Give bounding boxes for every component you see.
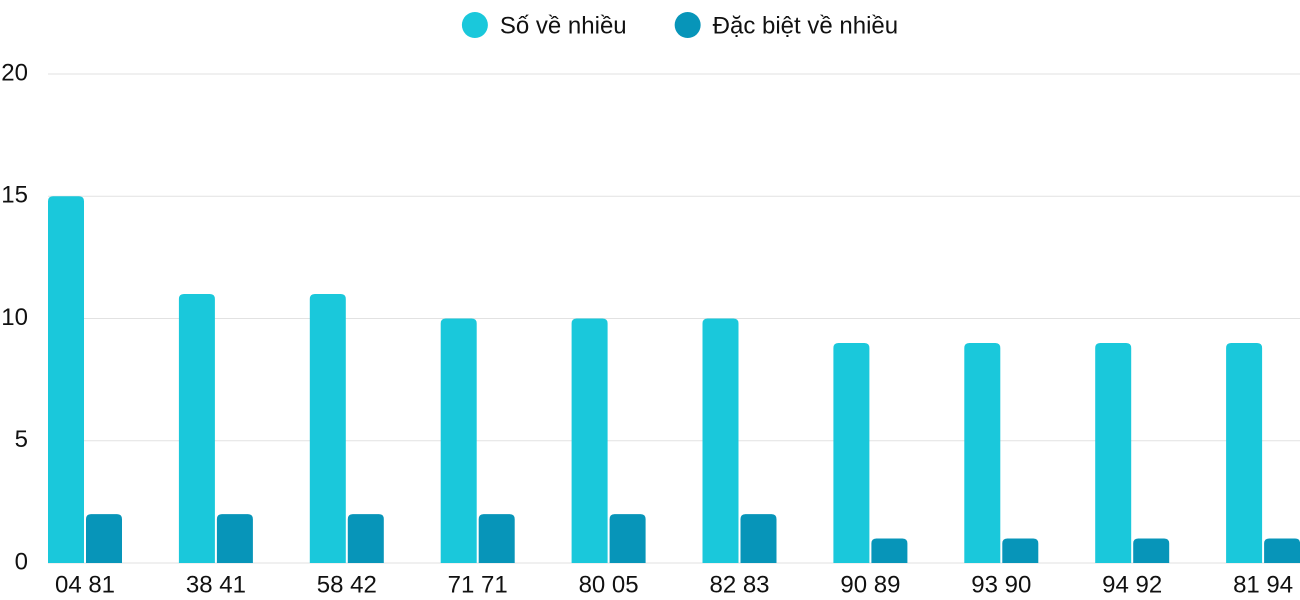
legend-marker (461, 12, 488, 38)
x-tick-label: 80 05 (579, 571, 639, 598)
bar (478, 514, 515, 563)
bar (440, 318, 477, 563)
bar (86, 514, 122, 563)
bar (609, 514, 646, 563)
bar (1226, 342, 1263, 563)
bar (309, 294, 346, 563)
bar (1002, 538, 1039, 563)
bar (571, 318, 608, 563)
y-tick-label: 5 (15, 426, 28, 453)
legend-label: Số về nhiều (500, 12, 627, 39)
bar (740, 514, 777, 563)
x-tick-label: 93 90 (971, 571, 1031, 598)
legend-label: Đặc biệt về nhiều (713, 12, 898, 39)
legend-marker (674, 12, 701, 38)
bar (871, 538, 908, 563)
bar (1095, 342, 1132, 563)
bar (178, 294, 215, 563)
bar (48, 196, 84, 563)
x-tick-label: 94 92 (1102, 571, 1162, 598)
bar (216, 514, 253, 563)
bar (347, 514, 384, 563)
x-tick-label: 58 42 (317, 571, 377, 598)
y-tick-label: 15 (1, 182, 28, 209)
bar (964, 342, 1001, 563)
bar (833, 342, 870, 563)
x-tick-label: 71 71 (448, 571, 508, 598)
x-tick-label: 81 94 (1233, 571, 1293, 598)
x-tick-label: 04 81 (55, 571, 115, 598)
x-tick-label: 38 41 (186, 571, 246, 598)
y-tick-label: 10 (1, 304, 28, 331)
bar (702, 318, 739, 563)
x-tick-label: 82 83 (709, 571, 769, 598)
bar (1264, 538, 1300, 563)
bar (1133, 538, 1170, 563)
x-tick-label: 90 89 (840, 571, 900, 598)
y-tick-label: 20 (1, 59, 28, 86)
y-tick-label: 0 (15, 548, 28, 575)
